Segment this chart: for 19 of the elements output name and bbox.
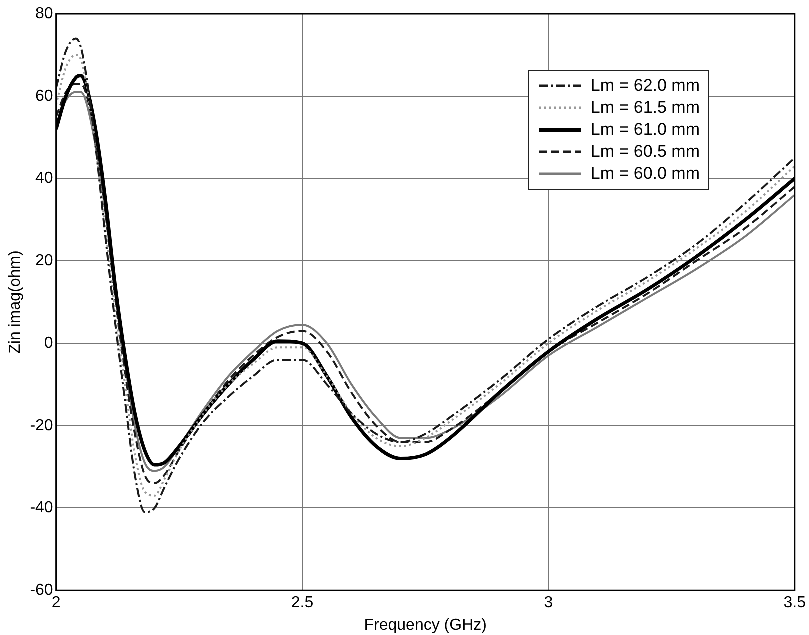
legend-label: Lm = 60.5 mm bbox=[590, 141, 700, 163]
y-axis-title: Zin imag(ohm) bbox=[7, 250, 24, 354]
y-tick-label: 60 bbox=[36, 88, 54, 105]
x-tick-label: 2 bbox=[52, 594, 61, 612]
y-tick-label: 20 bbox=[36, 252, 54, 270]
y-tick-label: 80 bbox=[36, 5, 54, 22]
y-tick-label: -40 bbox=[30, 500, 54, 517]
y-tick-label: 40 bbox=[36, 170, 54, 188]
x-tick-label: 3 bbox=[544, 594, 554, 612]
y-tick-label: -60 bbox=[30, 582, 54, 600]
y-tick-label: 0 bbox=[44, 334, 54, 352]
legend-label: Lm = 61.0 mm bbox=[590, 119, 700, 141]
legend-label: Lm = 60.0 mm bbox=[590, 163, 700, 185]
x-tick-label: 3.5 bbox=[784, 594, 806, 612]
x-axis-title: Frequency (GHz) bbox=[364, 616, 487, 634]
y-tick-label: -20 bbox=[30, 417, 54, 434]
legend-label: Lm = 61.5 mm bbox=[590, 97, 700, 119]
x-tick-label: 2.5 bbox=[291, 594, 314, 612]
legend-label: Lm = 62.0 mm bbox=[590, 75, 700, 97]
